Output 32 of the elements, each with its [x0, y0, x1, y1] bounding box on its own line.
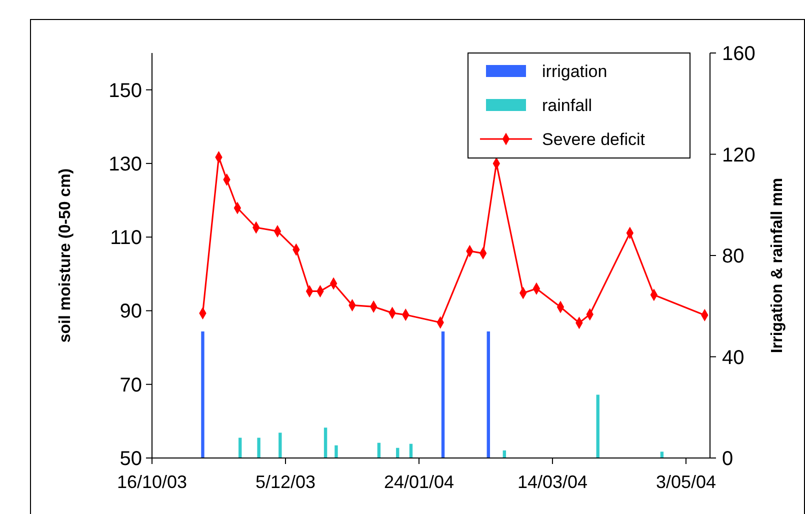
bar: [278, 432, 282, 458]
y2-axis-title: Irrigation & rainfall mm: [769, 178, 786, 354]
bar: [409, 444, 413, 458]
y-tick-label: 50: [120, 448, 142, 470]
y-tick-label: 110: [110, 227, 142, 250]
legend-label: rainfall: [542, 96, 592, 115]
bar: [441, 331, 445, 458]
bar: [377, 442, 381, 458]
x-tick-label: 3/05/04: [656, 472, 716, 492]
y-tick-label: 150: [108, 80, 142, 102]
bar: [257, 438, 260, 458]
y-tick-label: 70: [120, 374, 142, 396]
bar: [486, 331, 490, 458]
bar: [201, 331, 204, 458]
legend-label: Severe deficit: [542, 130, 646, 149]
y2-tick-label: 160: [722, 43, 756, 65]
y-tick-label: 90: [120, 300, 142, 323]
x-tick-label: 16/10/03: [116, 472, 188, 492]
x-tick-label: 5/12/03: [255, 472, 316, 492]
y2-tick-label: 80: [722, 246, 744, 268]
y2-tick-label: 120: [722, 144, 756, 166]
y2-tick-label: 0: [722, 448, 734, 470]
bar: [334, 445, 338, 458]
legend-label: irrigation: [542, 62, 608, 81]
bar: [596, 394, 600, 458]
bar: [238, 438, 242, 458]
y-axis-title: soil moisture (0-50 cm): [57, 168, 74, 343]
y2-tick-label: 40: [722, 346, 744, 369]
x-tick-label: 14/03/04: [517, 472, 588, 492]
y-tick-label: 130: [108, 153, 142, 176]
x-tick-label: 24/01/04: [384, 472, 454, 492]
bar: [324, 428, 328, 458]
